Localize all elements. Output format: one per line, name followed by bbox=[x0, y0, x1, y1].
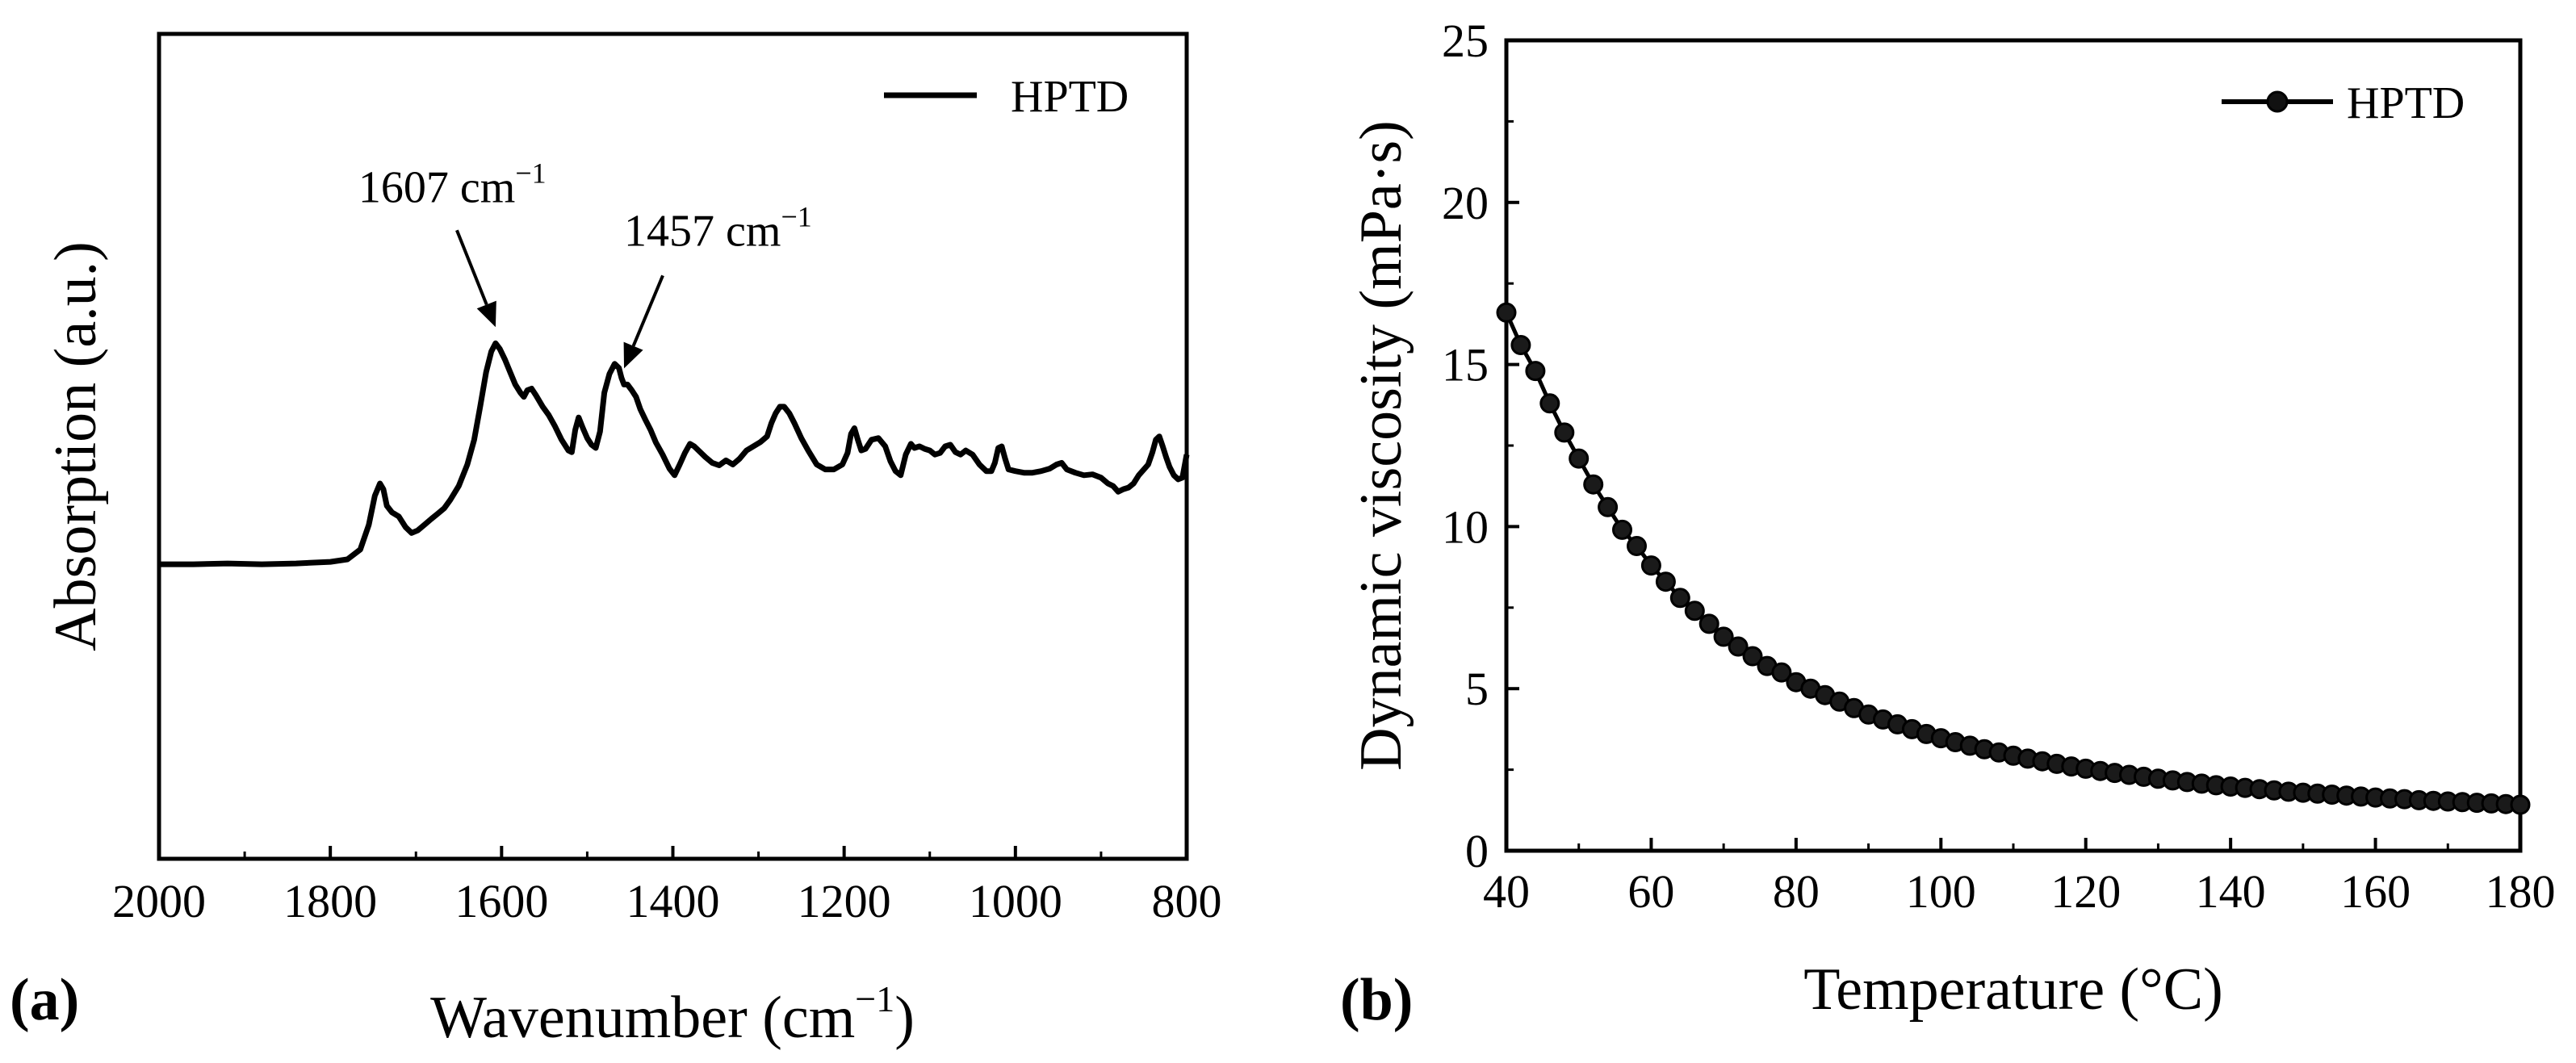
panel-b-data-point bbox=[1598, 496, 1619, 517]
panel-b-data-point bbox=[1771, 662, 1792, 683]
panel-b-data-point bbox=[1496, 302, 1517, 323]
panel-b-data-point bbox=[1713, 626, 1734, 647]
panel-a-x-ticks: 2000 1800 1600 1400 1200 1000 800 bbox=[112, 846, 1222, 927]
panel-b-y-tick-label: 20 bbox=[1442, 177, 1489, 229]
panel-b-y-tick-label: 25 bbox=[1442, 15, 1489, 67]
panel-b-data-point bbox=[1525, 361, 1546, 382]
panel-b-data-point bbox=[2510, 794, 2531, 815]
panel-b-viscosity-chart: 40 60 80 100 120 140 160 180 0 5 10 15 20 25 HPTD Te… bbox=[1340, 15, 2556, 1033]
panel-a-plot-frame bbox=[157, 31, 1189, 861]
panel-b-data-point bbox=[1742, 646, 1763, 667]
panel-b-y-tick-label: 10 bbox=[1442, 500, 1489, 553]
panel-b-x-ticks: 40 60 80 100 120 140 160 180 bbox=[1483, 838, 2556, 918]
panel-a-x-axis-title: Wavenumber (cm−1) bbox=[430, 978, 915, 1051]
panel-a-label: (a) bbox=[10, 967, 79, 1033]
panel-b-x-tick-label: 40 bbox=[1483, 865, 1530, 918]
panel-b-data-point bbox=[1640, 555, 1661, 576]
panel-b-y-ticks: 0 5 10 15 20 25 bbox=[1442, 15, 1519, 877]
panel-b-x-tick-label: 100 bbox=[1906, 865, 1976, 918]
panel-b-data-point bbox=[1569, 448, 1590, 469]
panel-b-data-point bbox=[1728, 636, 1749, 657]
panel-b-data-point bbox=[1627, 536, 1647, 556]
panel-b-data-point bbox=[1655, 571, 1676, 592]
panel-b-y-tick-label: 5 bbox=[1465, 663, 1489, 715]
panel-b-label: (b) bbox=[1340, 967, 1413, 1033]
panel-b-x-tick-label: 60 bbox=[1627, 865, 1674, 918]
panel-a-x-tick-label: 1400 bbox=[626, 875, 720, 927]
panel-b-y-tick-label: 0 bbox=[1465, 825, 1489, 877]
panel-b-y-tick-label: 15 bbox=[1442, 339, 1489, 391]
panel-a-y-axis-title: Absorption (a.u.) bbox=[43, 241, 109, 651]
panel-b-series bbox=[1496, 302, 2531, 815]
panel-b-data-point bbox=[1554, 422, 1575, 443]
annotation-label: 1607 cm−1 bbox=[358, 157, 547, 212]
panel-a-x-tick-label: 1000 bbox=[969, 875, 1062, 927]
panel-b-legend-label: HPTD bbox=[2347, 78, 2465, 128]
panel-b-data-point bbox=[1612, 519, 1632, 540]
panel-b-x-tick-label: 180 bbox=[2486, 865, 2556, 918]
panel-b-data-point bbox=[1684, 601, 1705, 621]
panel-b-legend-marker bbox=[2266, 90, 2289, 113]
panel-b-data-point bbox=[1583, 474, 1604, 495]
annotation-arrow-head bbox=[623, 341, 643, 369]
panel-a-annotations: 1607 cm−1 1457 cm−1 bbox=[358, 157, 812, 369]
panel-a-x-tick-label: 800 bbox=[1152, 875, 1222, 927]
panel-b-x-tick-label: 120 bbox=[2050, 865, 2121, 918]
panel-b-data-point bbox=[1510, 335, 1531, 355]
annotation-arrow-head bbox=[476, 300, 496, 328]
panel-a-series-line bbox=[159, 340, 1190, 567]
panel-a-legend-label: HPTD bbox=[1011, 72, 1129, 122]
panel-b-data-point bbox=[1698, 613, 1719, 634]
annotation-arrow-shaft bbox=[631, 274, 664, 347]
panel-b-x-tick-label: 160 bbox=[2340, 865, 2411, 918]
panel-b-y-axis-title: Dynamic viscosity (mPa·s) bbox=[1348, 120, 1414, 771]
panel-b-x-tick-label: 80 bbox=[1773, 865, 1820, 918]
panel-b-data-point bbox=[1669, 588, 1690, 609]
panel-a-ftir-chart: 2000 1800 1600 1400 1200 1000 800 1607 cm−1 145… bbox=[10, 31, 1222, 1051]
panel-b-x-tick-label: 140 bbox=[2196, 865, 2266, 918]
panel-b-data-point bbox=[1539, 393, 1560, 414]
panel-a-x-tick-label: 2000 bbox=[112, 875, 206, 927]
panel-a-series bbox=[159, 340, 1190, 567]
panel-a-x-tick-label: 1600 bbox=[454, 875, 548, 927]
panel-a-x-tick-label: 1800 bbox=[283, 875, 377, 927]
panel-b-plot-frame bbox=[1504, 38, 2523, 853]
annotation-label: 1457 cm−1 bbox=[624, 200, 812, 256]
panel-b-x-axis-title: Temperature (°C) bbox=[1803, 956, 2223, 1023]
annotation-arrow-shaft bbox=[455, 229, 488, 306]
panel-a-x-tick-label: 1200 bbox=[798, 875, 891, 927]
